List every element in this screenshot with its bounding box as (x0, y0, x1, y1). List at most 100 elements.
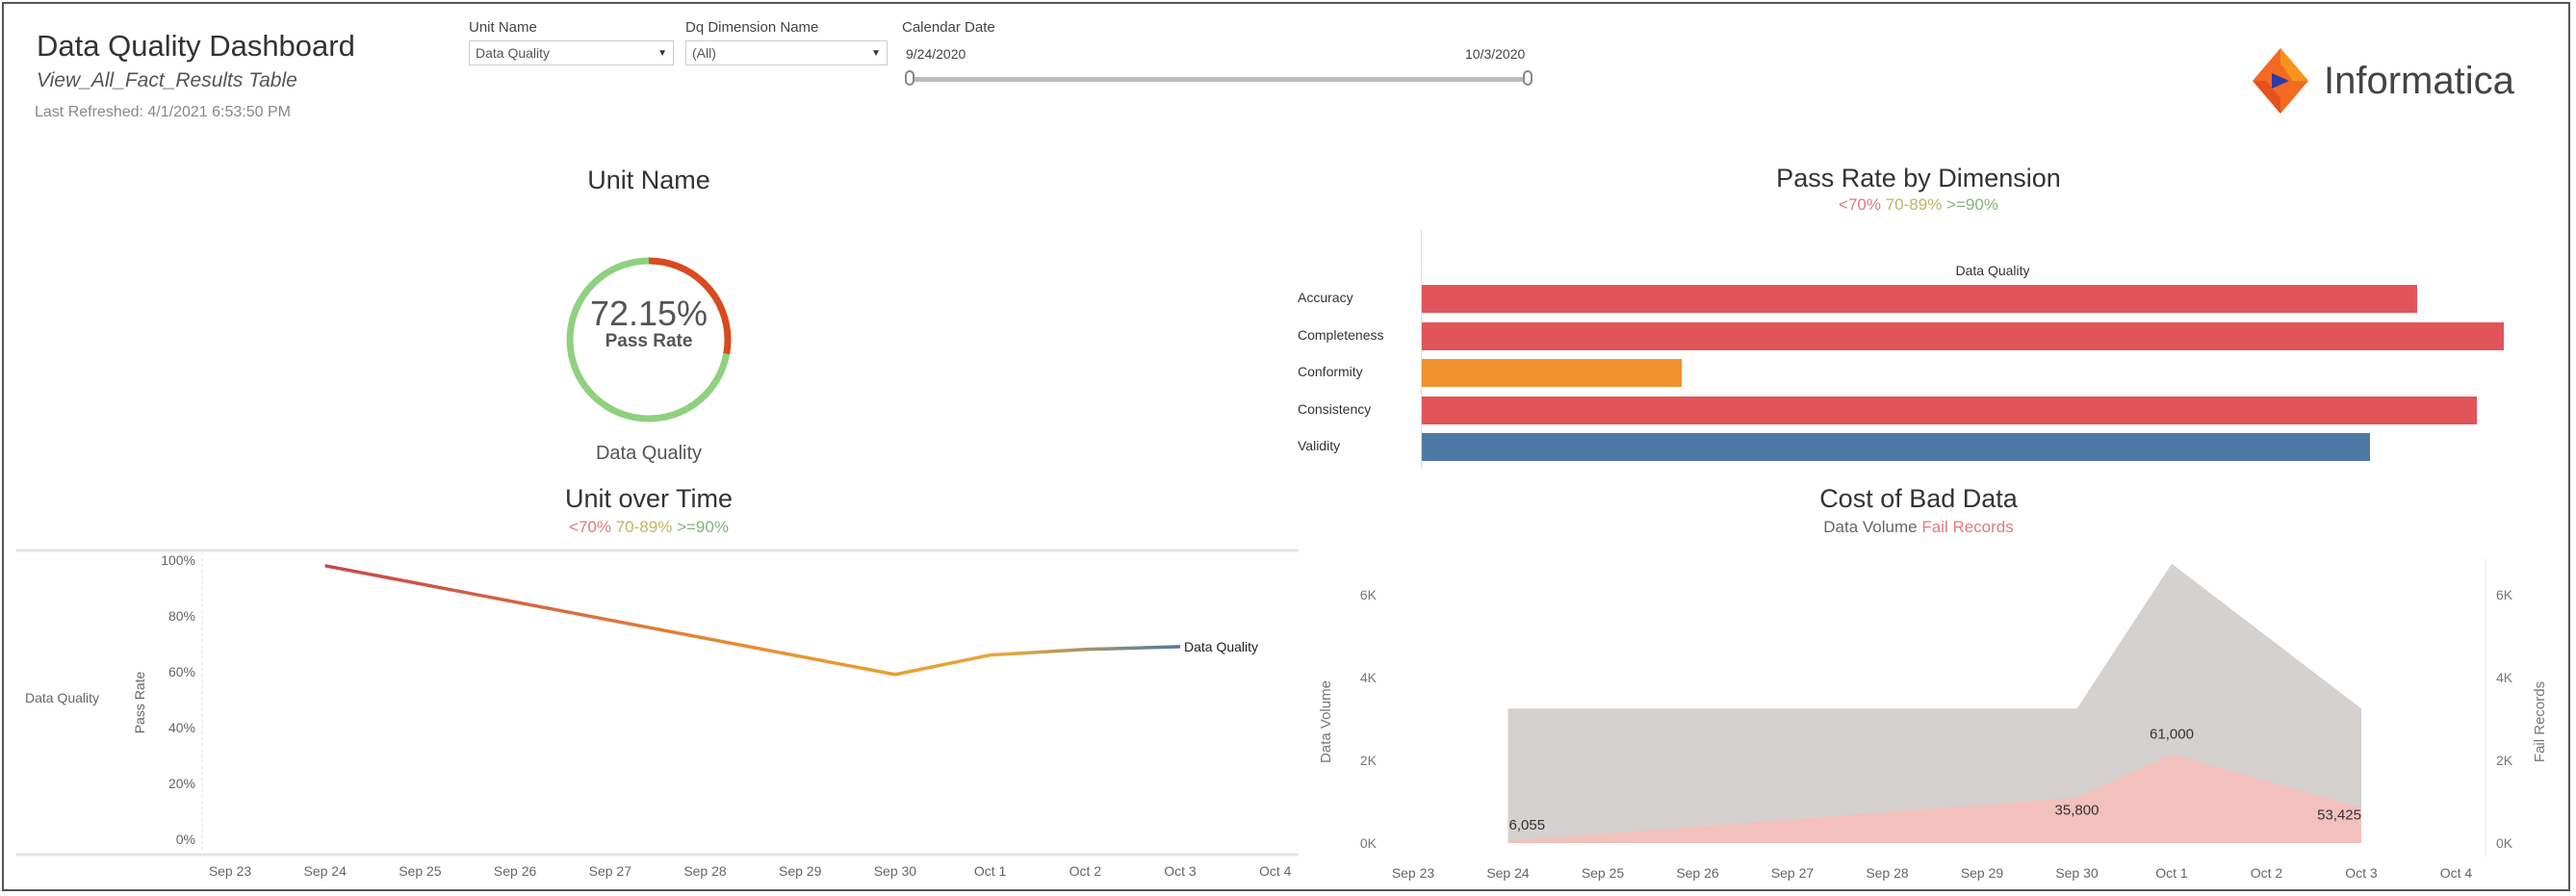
bar-category-label: Validity (1298, 438, 1341, 453)
y2-axis-title: Fail Records (2532, 681, 2548, 762)
y2-tick-label: 6K (2496, 587, 2513, 602)
y-tick-label: 40% (168, 720, 195, 735)
y-tick-label: 0% (176, 832, 195, 847)
bar-accuracy[interactable] (1422, 285, 2418, 313)
dq-dimension-value: (All) (692, 45, 716, 61)
x-tick-label: Sep 27 (1771, 865, 1815, 881)
x-tick-label: Sep 26 (1676, 865, 1719, 881)
y-tick-label: 4K (1360, 670, 1378, 685)
subtitle-data-volume: Data Volume (1823, 518, 1918, 536)
date-slider-end-handle[interactable] (1523, 70, 1533, 86)
x-tick-label: Oct 4 (1259, 863, 1292, 879)
data-label: 61,000 (2150, 727, 2194, 743)
legend-low: <70% (569, 518, 611, 536)
informatica-logo: Informatica (2251, 46, 2514, 115)
legend-mid: 70-89% (615, 518, 673, 536)
x-tick-label: Oct 1 (2155, 865, 2188, 881)
x-tick-label: Oct 1 (974, 863, 1007, 879)
unit-name-dropdown[interactable]: Data Quality ▼ (469, 40, 674, 65)
date-range-end: 10/3/2020 (1465, 46, 1526, 62)
date-slider-start-handle[interactable] (905, 70, 914, 86)
bar-category-label: Conformity (1298, 364, 1363, 379)
bar-chart-title: Pass Rate by Dimension (1776, 164, 2061, 192)
x-tick-label: Sep 25 (399, 863, 442, 879)
line-chart-legend: <70% 70-89% >=90% (569, 518, 729, 537)
gauge-caption: Data Quality (595, 443, 703, 464)
y-axis-title: Data Volume (1318, 680, 1334, 763)
cost-of-bad-data-chart: Data Volume Fail Records 0K 0K 2K 2K 4K 4K 6K 6… (1318, 558, 2548, 881)
x-tick-label: Sep 23 (209, 863, 252, 879)
data-label: 6,055 (1509, 817, 1546, 833)
series-line (324, 564, 1181, 677)
y-axis-title: Pass Rate (132, 671, 147, 733)
unit-name-filter-label: Unit Name (469, 19, 537, 36)
series-end-label: Data Quality (1184, 639, 1258, 654)
x-tick-label: Sep 24 (1486, 865, 1530, 881)
bar-category-label: Accuracy (1298, 290, 1353, 305)
x-tick-label: Oct 2 (2251, 865, 2283, 881)
bar-conformity[interactable] (1422, 359, 1682, 387)
dq-dimension-filter-label: Dq Dimension Name (685, 19, 819, 36)
row-label: Data Quality (25, 690, 99, 705)
x-tick-label: Sep 29 (779, 863, 822, 879)
y-tick-label: 20% (168, 776, 195, 791)
bar-consistency[interactable] (1422, 396, 2477, 424)
legend-low: <70% (1839, 195, 1881, 214)
bar-validity[interactable] (1422, 433, 2370, 461)
x-tick-label: Sep 30 (874, 863, 917, 879)
x-tick-label: Oct 3 (1164, 863, 1197, 879)
legend-mid: 70-89% (1885, 195, 1943, 214)
area-chart-subtitle: Data Volume Fail Records (1823, 518, 2014, 537)
unit-name-value: Data Quality (476, 45, 551, 61)
x-tick-label: Oct 2 (1069, 863, 1102, 879)
y-tick-label: 2K (1360, 753, 1378, 768)
y-tick-label: 0K (1360, 835, 1378, 851)
area-fail-records (1507, 754, 2361, 843)
bar-axis-line (1421, 230, 1422, 469)
x-tick-label: Sep 30 (2055, 865, 2099, 881)
legend-high: >=90% (677, 518, 729, 536)
bar-chart-legend: <70% 70-89% >=90% (1839, 195, 1998, 215)
x-tick-label: Sep 29 (1961, 865, 2004, 881)
subtitle-fail-records: Fail Records (1921, 518, 2014, 536)
x-tick-label: Oct 3 (2345, 865, 2378, 881)
date-range-slider[interactable] (911, 77, 1527, 82)
legend-high: >=90% (1946, 195, 1998, 214)
gauge-title: Unit Name (587, 166, 710, 194)
y-tick-label: 60% (168, 664, 195, 679)
data-label: 35,800 (2055, 803, 2099, 819)
y2-tick-label: 4K (2496, 670, 2513, 685)
y-tick-label: 100% (161, 552, 195, 568)
chevron-down-icon: ▼ (871, 47, 881, 59)
date-range-start: 9/24/2020 (906, 46, 966, 62)
dq-dimension-dropdown[interactable]: (All) ▼ (685, 40, 888, 65)
x-tick-label: Sep 28 (683, 863, 727, 879)
x-tick-label: Sep 23 (1392, 865, 1435, 881)
x-tick-label: Sep 25 (1582, 865, 1625, 881)
area-chart-title: Cost of Bad Data (1819, 484, 2018, 513)
gauge-fail-arc (566, 257, 732, 422)
x-tick-label: Sep 26 (494, 863, 537, 879)
dashboard-title: Data Quality Dashboard (37, 29, 355, 63)
y2-tick-label: 2K (2496, 753, 2513, 768)
unit-over-time-chart: Data Quality Pass Rate 0% 20% 40% 60% 80% 100… (16, 549, 1299, 879)
pass-rate-value: 72.15% (589, 294, 708, 333)
calendar-date-filter-label: Calendar Date (902, 19, 995, 36)
pass-rate-gauge (566, 257, 732, 422)
informatica-logo-icon (2253, 48, 2308, 114)
y-tick-label: 6K (1360, 587, 1378, 602)
pass-rate-label: Pass Rate (605, 331, 693, 351)
bar-column-header: Data Quality (1955, 263, 2030, 278)
bar-category-label: Consistency (1298, 400, 1372, 417)
line-chart-title: Unit over Time (564, 484, 734, 513)
dashboard-subtitle: View_All_Fact_Results Table (37, 69, 297, 91)
last-refreshed: Last Refreshed: 4/1/2021 6:53:50 PM (35, 104, 291, 120)
x-tick-label: Sep 24 (304, 863, 348, 879)
bar-category-label: Completeness (1298, 326, 1384, 343)
data-label: 53,425 (2317, 806, 2361, 823)
bar-completeness[interactable] (1422, 321, 2504, 350)
x-tick-label: Sep 28 (1866, 865, 1909, 881)
logo-text: Informatica (2324, 59, 2514, 102)
y2-tick-label: 0K (2496, 835, 2513, 851)
